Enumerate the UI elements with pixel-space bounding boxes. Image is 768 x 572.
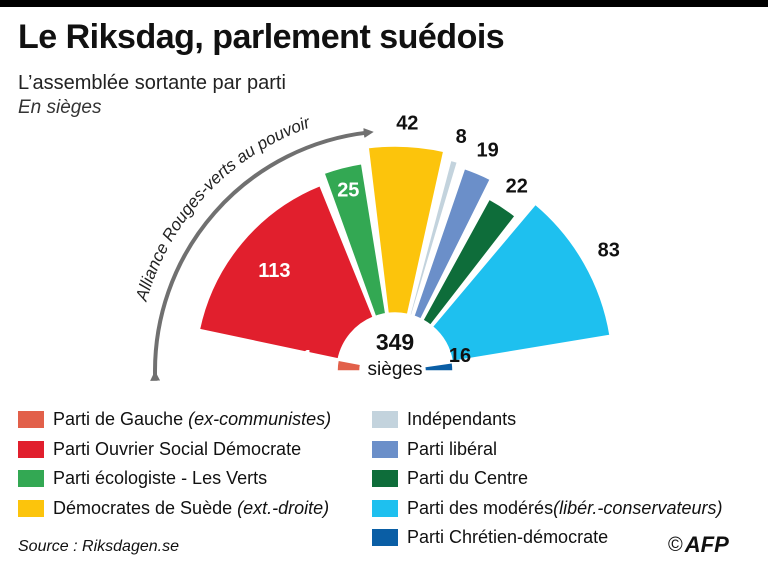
legend-swatch (372, 499, 398, 517)
legend-item-independants: Indépendants (372, 405, 722, 435)
seat-label-4: 42 (396, 112, 418, 134)
seat-label-6: 19 (476, 140, 498, 162)
legend-swatch (372, 470, 398, 488)
legend-item-liberal: Parti libéral (372, 435, 722, 465)
legend-right: Indépendants Parti libéral Parti du Cent… (372, 405, 722, 553)
legend-swatch (372, 440, 398, 458)
legend-item-social-democrates: Parti Ouvrier Social Démocrate (18, 435, 331, 465)
legend-item-verts: Parti écologiste - Les Verts (18, 464, 331, 494)
legend-label: Parti du Centre (407, 468, 529, 489)
legend-swatch (18, 411, 44, 429)
legend-label: Parti écologiste - Les Verts (53, 468, 268, 489)
legend-swatch (18, 440, 44, 458)
seat-slice-6 (412, 167, 492, 321)
hemicycle-chart: Alliance Rouges-verts au pouvoir 2111325… (132, 112, 620, 381)
seat-label-1: 21 (291, 347, 313, 369)
seat-label-3: 25 (337, 180, 359, 202)
seat-slice-1 (336, 359, 362, 372)
copyright-symbol: © (668, 533, 683, 556)
chart-unit: En sièges (18, 97, 102, 118)
legend-left: Parti de Gauche (ex-communistes) Parti O… (18, 405, 331, 523)
legend-swatch (372, 411, 398, 429)
seat-slice-9 (423, 361, 454, 372)
page-title: Le Riksdag, parlement suédois (18, 18, 505, 56)
legend-swatch (18, 499, 44, 517)
legend-label: Démocrates de Suède (ext.-droite) (53, 497, 330, 518)
afp-logo: © AFP (668, 532, 729, 558)
legend-item-chretien-democrate: Parti Chrétien-démocrate (372, 523, 722, 553)
legend-item-centre: Parti du Centre (372, 464, 722, 494)
seat-label-2: 113 (258, 260, 290, 282)
seat-label-8: 83 (598, 239, 620, 261)
seat-label-9: 16 (449, 345, 471, 367)
legend-label: Parti Chrétien-démocrate (407, 527, 609, 548)
seat-slice-7 (421, 198, 517, 327)
source-note: Source : Riksdagen.se (18, 538, 179, 555)
legend-label: Parti de Gauche (ex-communistes) (53, 409, 332, 430)
seat-slice-4 (367, 145, 445, 316)
legend-item-gauche: Parti de Gauche (ex-communistes) (18, 405, 331, 435)
seat-slice-5 (408, 159, 459, 317)
legend-item-moderes: Parti des modérés(libér.-conservateurs) (372, 494, 722, 524)
legend-label: Parti des modérés(libér.-conservateurs) (407, 497, 723, 518)
legend-item-democrates-suede: Démocrates de Suède (ext.-droite) (18, 494, 331, 524)
total-seats-label: sièges (368, 359, 423, 380)
legend-swatch (372, 529, 398, 547)
seat-label-5: 8 (456, 126, 467, 148)
chart-subtitle: L’assemblée sortante par parti (18, 72, 286, 94)
alliance-arrow (150, 128, 374, 381)
legend-swatch (18, 470, 44, 488)
legend-label: Parti Ouvrier Social Démocrate (53, 438, 302, 459)
seat-slice-8 (431, 203, 611, 363)
top-bar (0, 0, 768, 7)
total-seats-value: 349 (376, 329, 414, 355)
legend-label: Indépendants (407, 409, 517, 430)
seat-label-7: 22 (506, 175, 528, 197)
legend-label: Parti libéral (407, 438, 498, 459)
afp-brand: AFP (684, 532, 729, 557)
